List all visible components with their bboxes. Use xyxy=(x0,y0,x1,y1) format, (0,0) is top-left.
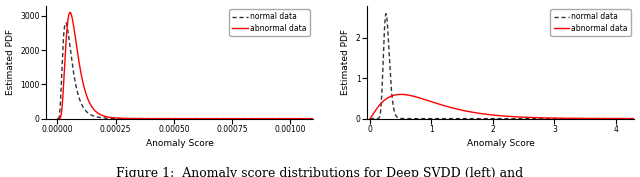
X-axis label: Anomaly Score: Anomaly Score xyxy=(146,139,214,149)
Y-axis label: Estimated PDF: Estimated PDF xyxy=(6,29,15,95)
Text: Figure 1:  Anomaly score distributions for Deep SVDD (left) and: Figure 1: Anomaly score distributions fo… xyxy=(116,167,524,177)
Y-axis label: Estimated PDF: Estimated PDF xyxy=(341,29,350,95)
Legend: normal data, abnormal data: normal data, abnormal data xyxy=(229,9,310,36)
X-axis label: Anomaly Score: Anomaly Score xyxy=(467,139,534,149)
Legend: normal data, abnormal data: normal data, abnormal data xyxy=(550,9,630,36)
